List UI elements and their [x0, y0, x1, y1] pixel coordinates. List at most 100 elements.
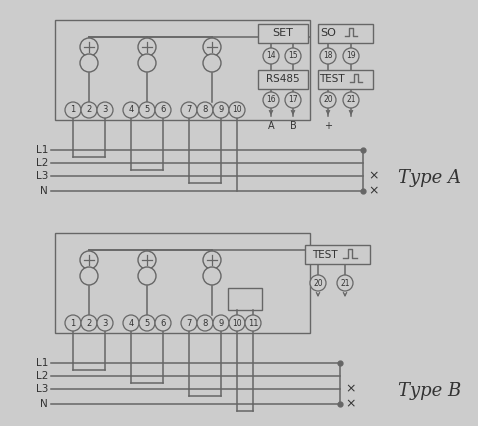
Text: Type A: Type A — [399, 169, 461, 187]
Text: L3: L3 — [36, 384, 48, 394]
Text: 4: 4 — [129, 319, 134, 328]
Text: 19: 19 — [346, 52, 356, 60]
Text: 21: 21 — [340, 279, 350, 288]
Text: 5: 5 — [144, 106, 150, 115]
Text: 4: 4 — [129, 106, 134, 115]
Bar — [318, 24, 373, 43]
Circle shape — [285, 48, 301, 64]
Text: N: N — [40, 399, 48, 409]
Text: N: N — [40, 186, 48, 196]
Circle shape — [337, 275, 353, 291]
Bar — [228, 288, 262, 310]
Circle shape — [80, 54, 98, 72]
Text: 9: 9 — [218, 106, 224, 115]
Circle shape — [213, 315, 229, 331]
Text: L3: L3 — [36, 171, 48, 181]
Text: L2: L2 — [36, 371, 48, 381]
Text: 15: 15 — [288, 52, 298, 60]
Text: 2: 2 — [87, 319, 92, 328]
Text: 9: 9 — [218, 319, 224, 328]
Text: SET: SET — [272, 29, 293, 38]
Circle shape — [203, 267, 221, 285]
Text: 10: 10 — [232, 319, 242, 328]
Circle shape — [123, 315, 139, 331]
Text: 7: 7 — [186, 106, 192, 115]
Bar — [318, 70, 373, 89]
Circle shape — [81, 315, 97, 331]
Text: ×: × — [345, 383, 356, 395]
Bar — [258, 70, 308, 89]
Text: 14: 14 — [266, 52, 276, 60]
Circle shape — [138, 54, 156, 72]
Circle shape — [181, 102, 197, 118]
Circle shape — [80, 38, 98, 56]
Circle shape — [320, 92, 336, 108]
Bar — [258, 24, 308, 43]
Text: 18: 18 — [323, 52, 333, 60]
Circle shape — [65, 315, 81, 331]
Circle shape — [139, 102, 155, 118]
Text: ×: × — [368, 170, 379, 182]
Text: 7: 7 — [186, 319, 192, 328]
Text: 8: 8 — [202, 106, 207, 115]
Text: 1: 1 — [70, 106, 76, 115]
Circle shape — [263, 92, 279, 108]
Text: SO: SO — [320, 29, 336, 38]
Circle shape — [203, 251, 221, 269]
Circle shape — [81, 102, 97, 118]
Circle shape — [213, 102, 229, 118]
Text: 21: 21 — [346, 95, 356, 104]
Text: L2: L2 — [36, 158, 48, 168]
Text: 3: 3 — [102, 106, 108, 115]
Bar — [55, 20, 310, 120]
Text: 20: 20 — [323, 95, 333, 104]
Text: A: A — [268, 121, 274, 131]
Circle shape — [80, 267, 98, 285]
Circle shape — [310, 275, 326, 291]
Bar — [305, 245, 370, 264]
Text: RS485: RS485 — [266, 75, 300, 84]
Circle shape — [263, 48, 279, 64]
Bar — [55, 233, 310, 333]
Circle shape — [203, 38, 221, 56]
Circle shape — [97, 102, 113, 118]
Circle shape — [229, 315, 245, 331]
Circle shape — [245, 315, 261, 331]
Text: 6: 6 — [160, 319, 166, 328]
Text: 11: 11 — [248, 319, 258, 328]
Text: L1: L1 — [36, 358, 48, 368]
Circle shape — [285, 92, 301, 108]
Text: ×: × — [368, 184, 379, 198]
Circle shape — [197, 102, 213, 118]
Circle shape — [123, 102, 139, 118]
Text: L1: L1 — [36, 145, 48, 155]
Text: +: + — [324, 121, 332, 131]
Circle shape — [138, 267, 156, 285]
Circle shape — [181, 315, 197, 331]
Text: 2: 2 — [87, 106, 92, 115]
Text: 8: 8 — [202, 319, 207, 328]
Text: TEST: TEST — [312, 250, 338, 259]
Text: 16: 16 — [266, 95, 276, 104]
Circle shape — [229, 102, 245, 118]
Text: B: B — [290, 121, 296, 131]
Circle shape — [197, 315, 213, 331]
Circle shape — [203, 54, 221, 72]
Text: 10: 10 — [232, 106, 242, 115]
Circle shape — [155, 102, 171, 118]
Circle shape — [139, 315, 155, 331]
Circle shape — [138, 38, 156, 56]
Circle shape — [138, 251, 156, 269]
Text: 20: 20 — [313, 279, 323, 288]
Text: Type B: Type B — [398, 382, 462, 400]
Text: TEST: TEST — [319, 75, 345, 84]
Text: 3: 3 — [102, 319, 108, 328]
Circle shape — [65, 102, 81, 118]
Circle shape — [97, 315, 113, 331]
Circle shape — [320, 48, 336, 64]
Text: 17: 17 — [288, 95, 298, 104]
Circle shape — [343, 48, 359, 64]
Circle shape — [155, 315, 171, 331]
Circle shape — [343, 92, 359, 108]
Text: 5: 5 — [144, 319, 150, 328]
